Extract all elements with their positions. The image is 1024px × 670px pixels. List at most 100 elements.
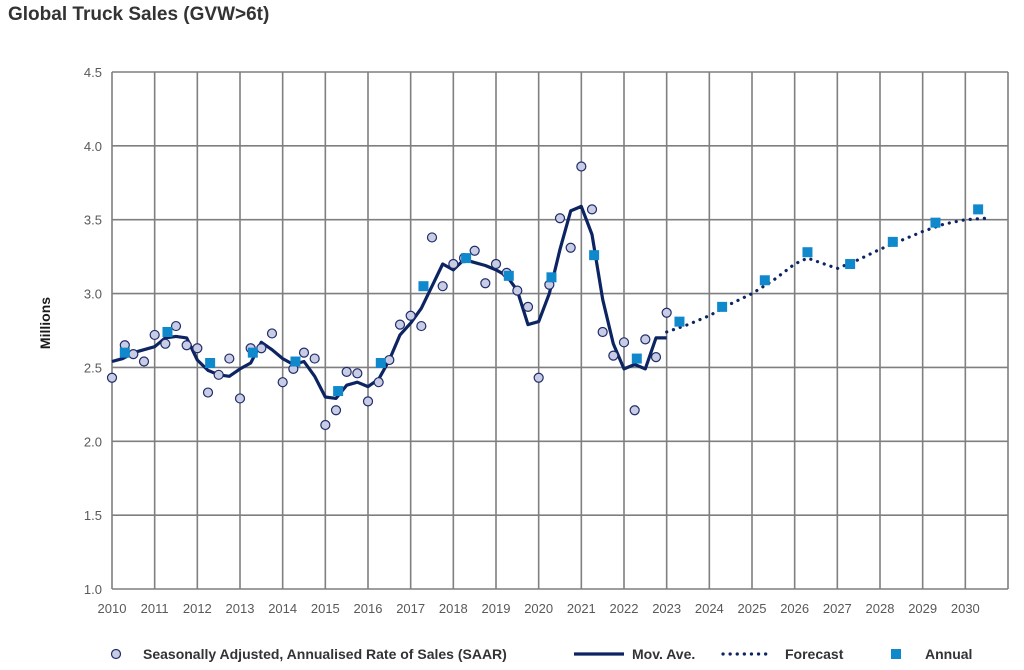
saar-point [618,337,630,348]
saar-point [490,258,502,270]
annual-point [162,326,173,337]
saar-point [565,242,576,253]
annual-point [674,316,685,327]
x-tick-label: 2013 [226,601,255,616]
annual-point [205,357,216,368]
saar-point [661,307,672,318]
saar-point [352,368,363,379]
x-tick-label: 2020 [524,601,553,616]
saar-point [405,310,416,321]
y-axis-label: Millions [37,297,53,349]
annual-point [247,347,258,358]
saar-point [448,258,459,270]
y-tick-label: 2.0 [84,434,102,449]
saar-point [277,377,288,388]
saar-point [608,350,619,361]
annual-point [503,270,514,281]
forecast-line [665,216,989,334]
y-tick-label: 2.5 [84,360,102,375]
x-tick-label: 2012 [183,601,212,616]
x-tick-label: 2024 [695,601,724,616]
saar-point [416,320,427,332]
saar-point [234,393,246,404]
annual-point [887,236,898,247]
saar-point [373,377,384,388]
annual-point [546,272,557,283]
saar-point [586,204,598,215]
saar-point [106,372,118,383]
x-tick-label: 2029 [908,601,937,616]
legend-annual-marker [891,649,901,659]
moving-average-line [111,204,667,400]
y-tick-label: 4.0 [84,139,102,154]
saar-point [170,320,182,332]
x-tick-label: 2017 [396,601,425,616]
x-tick-label: 2018 [439,601,468,616]
saar-point [298,347,310,358]
annual-point [375,357,386,368]
legend-mov-ave-label: Mov. Ave. [632,646,695,662]
x-tick-label: 2014 [268,601,297,616]
annual-point [973,204,984,215]
saar-point [650,351,662,363]
legend: Seasonally Adjusted, Annualised Rate of … [110,646,972,662]
annual-point [418,281,429,292]
saar-point [202,387,214,398]
saar-point [138,356,150,367]
saar-point [330,405,342,416]
annual-point [290,356,301,367]
legend-forecast-label: Forecast [785,646,844,662]
x-tick-label: 2025 [738,601,767,616]
saar-point [469,245,480,256]
annual-point [631,353,642,364]
x-tick-label: 2019 [482,601,511,616]
y-tick-label: 3.0 [84,287,102,302]
x-tick-label: 2027 [823,601,852,616]
y-tick-label: 1.5 [84,508,102,523]
annual-point [461,253,472,264]
x-tick-label: 2016 [354,601,383,616]
saar-point [384,354,395,366]
saar-point [256,343,267,354]
saar-point [640,334,651,345]
saar-point [394,319,406,330]
saar-point [362,396,374,407]
annual-point [333,386,344,397]
x-tick-label: 2030 [951,601,980,616]
saar-point [512,285,523,296]
grid [111,71,1009,590]
saar-point [522,301,534,312]
x-tick-label: 2010 [98,601,127,616]
saar-point [128,349,139,360]
saar-point [426,232,438,243]
x-tick-label: 2021 [567,601,596,616]
saar-point [480,278,491,289]
series-layer [106,161,989,431]
saar-point [149,329,160,341]
saar-point [629,405,640,416]
saar-point [309,353,320,364]
y-tick-label: 1.0 [84,582,102,597]
x-tick-label: 2028 [866,601,895,616]
saar-point [224,353,235,364]
legend-saar-label: Seasonally Adjusted, Annualised Rate of … [143,646,507,662]
saar-point [213,369,224,380]
saar-point [320,419,331,431]
x-tick-label: 2011 [141,601,169,616]
annual-point [589,250,600,261]
legend-saar-marker [110,648,122,660]
x-tick-label: 2015 [311,601,340,616]
annual-point [119,347,130,358]
saar-point [160,338,171,349]
annual-point [930,217,941,228]
saar-point [554,213,566,224]
saar-point [181,340,192,351]
y-tick-label: 3.5 [84,213,102,228]
x-tick-label: 2023 [652,601,681,616]
x-tick-label: 2022 [610,601,639,616]
saar-point [192,343,203,354]
saar-point [341,366,352,377]
saar-point [266,328,278,339]
saar-point [437,281,448,292]
